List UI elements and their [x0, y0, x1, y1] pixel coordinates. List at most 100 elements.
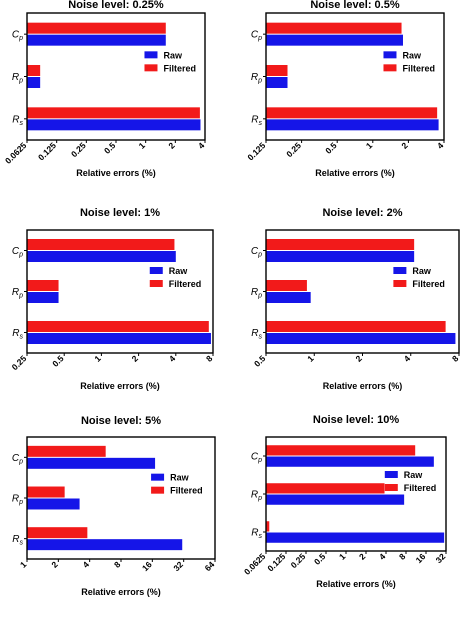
bar-filtered-cp: [266, 22, 402, 34]
x-tick-label: 2: [49, 559, 60, 570]
bar-filtered-rs: [27, 107, 200, 119]
x-tick-label: 0.125: [265, 551, 287, 573]
bar-filtered-rs: [266, 107, 438, 119]
bar-raw-cp: [27, 34, 166, 46]
x-tick-label: 0.25: [10, 353, 29, 372]
bar-raw-cp: [27, 251, 176, 262]
x-axis-label: Relative errors (%): [81, 587, 161, 597]
x-tick-label: 4: [196, 140, 207, 151]
x-tick-label: 1: [305, 353, 316, 364]
legend-swatch-filtered: [393, 280, 407, 287]
legend-label-raw: Raw: [412, 266, 432, 276]
legend-label-raw: Raw: [170, 473, 190, 483]
x-tick-label: 1: [92, 353, 103, 364]
chart-title: Noise level: 5%: [81, 415, 161, 427]
x-tick-label: 8: [204, 353, 215, 364]
legend-swatch-raw: [149, 267, 163, 274]
x-tick-label: 0.25: [69, 140, 88, 159]
bar-filtered-cp: [266, 445, 416, 456]
category-label-cp: Cp: [251, 30, 262, 43]
chart-title: Noise level: 10%: [313, 414, 399, 426]
category-label-cp: Cp: [12, 30, 23, 43]
category-label-cp: Cp: [12, 453, 23, 466]
bar-filtered-rp: [27, 486, 65, 498]
plot-frame: [265, 436, 447, 552]
chart-panel-3: Noise level: 1% Cp Rp Rs 0.25 0.5 1 2 4 8 Relative…: [10, 207, 215, 391]
chart-title: Noise level: 0.5%: [310, 0, 399, 11]
category-label-rp: Rp: [251, 490, 262, 503]
category-label-rs: Rs: [12, 114, 23, 127]
category-label-rs: Rs: [251, 328, 262, 341]
category-label-cp: Cp: [251, 452, 262, 465]
chart-title: Noise level: 0.25%: [68, 0, 164, 11]
bar-filtered-rp: [27, 280, 59, 291]
x-axis-label: Relative errors (%): [76, 168, 156, 178]
bar-raw-rs: [266, 333, 456, 344]
bar-raw-rp: [27, 292, 59, 303]
x-tick-label: 0.125: [36, 140, 58, 162]
x-tick-label: 4: [435, 140, 446, 151]
x-tick-label: 8: [450, 353, 461, 364]
legend-label-filtered: Filtered: [170, 486, 203, 496]
x-tick-label: 1: [364, 140, 375, 151]
x-tick-label: 2: [357, 551, 368, 562]
legend-swatch-raw: [144, 51, 158, 59]
x-axis-label: Relative errors (%): [315, 168, 395, 178]
x-axis-label: Relative errors (%): [80, 381, 160, 391]
bar-filtered-rp: [27, 65, 41, 76]
x-tick-label: 0.125: [245, 140, 267, 162]
legend-swatch-raw: [151, 473, 165, 481]
bar-filtered-rp: [266, 483, 385, 494]
legend-label-filtered: Filtered: [412, 279, 445, 289]
category-label-rp: Rp: [251, 287, 262, 300]
category-label-rp: Rp: [12, 287, 23, 300]
x-tick-label: 1: [137, 140, 148, 151]
legend-label-filtered: Filtered: [169, 279, 202, 289]
bar-filtered-cp: [27, 445, 106, 457]
x-tick-label: 1: [18, 559, 29, 570]
chart-title: Noise level: 1%: [80, 207, 160, 219]
bar-filtered-rs: [266, 521, 270, 532]
bar-raw-rs: [27, 119, 201, 131]
x-tick-label: 0.5: [102, 140, 118, 156]
bar-raw-rp: [266, 77, 288, 88]
x-tick-label: 0.5: [252, 353, 268, 369]
bar-raw-rs: [266, 532, 445, 543]
legend-label-raw: Raw: [402, 50, 422, 60]
plot-frame: [26, 229, 214, 354]
legend-label-raw: Raw: [404, 470, 424, 480]
bar-raw-rs: [27, 333, 211, 344]
bar-raw-cp: [266, 456, 434, 467]
legend-swatch-filtered: [149, 280, 163, 287]
bar-filtered-rp: [266, 65, 288, 76]
bar-raw-rs: [27, 539, 183, 551]
legend-swatch-filtered: [384, 484, 398, 491]
legend-swatch-raw: [384, 471, 398, 478]
x-tick-label: 8: [112, 559, 123, 570]
legend-swatch-filtered: [144, 64, 158, 72]
x-tick-label: 2: [166, 140, 177, 151]
x-tick-label: 0.0625: [3, 140, 29, 166]
bar-raw-rs: [266, 119, 439, 131]
category-label-rp: Rp: [12, 494, 23, 507]
x-tick-label: 8: [397, 551, 408, 562]
bar-filtered-cp: [266, 239, 415, 250]
bar-raw-cp: [266, 34, 403, 46]
legend-swatch-raw: [383, 51, 397, 59]
category-label-rs: Rs: [251, 114, 262, 127]
plot-frame: [265, 12, 445, 141]
category-label-cp: Cp: [251, 246, 262, 259]
x-axis-label: Relative errors (%): [316, 579, 396, 589]
x-tick-label: 0.5: [323, 140, 339, 156]
bar-filtered-cp: [27, 239, 175, 250]
x-tick-label: 0.25: [284, 140, 303, 159]
bar-filtered-cp: [27, 22, 166, 34]
legend-label-raw: Raw: [163, 50, 183, 60]
chart-panel-4: Noise level: 2% Cp Rp Rs 0.5 1 2 4 8 Relative err…: [251, 207, 461, 391]
bar-raw-cp: [266, 251, 415, 262]
x-tick-label: 0.25: [289, 551, 308, 570]
x-tick-label: 2: [130, 353, 141, 364]
legend-label-filtered: Filtered: [163, 63, 196, 73]
